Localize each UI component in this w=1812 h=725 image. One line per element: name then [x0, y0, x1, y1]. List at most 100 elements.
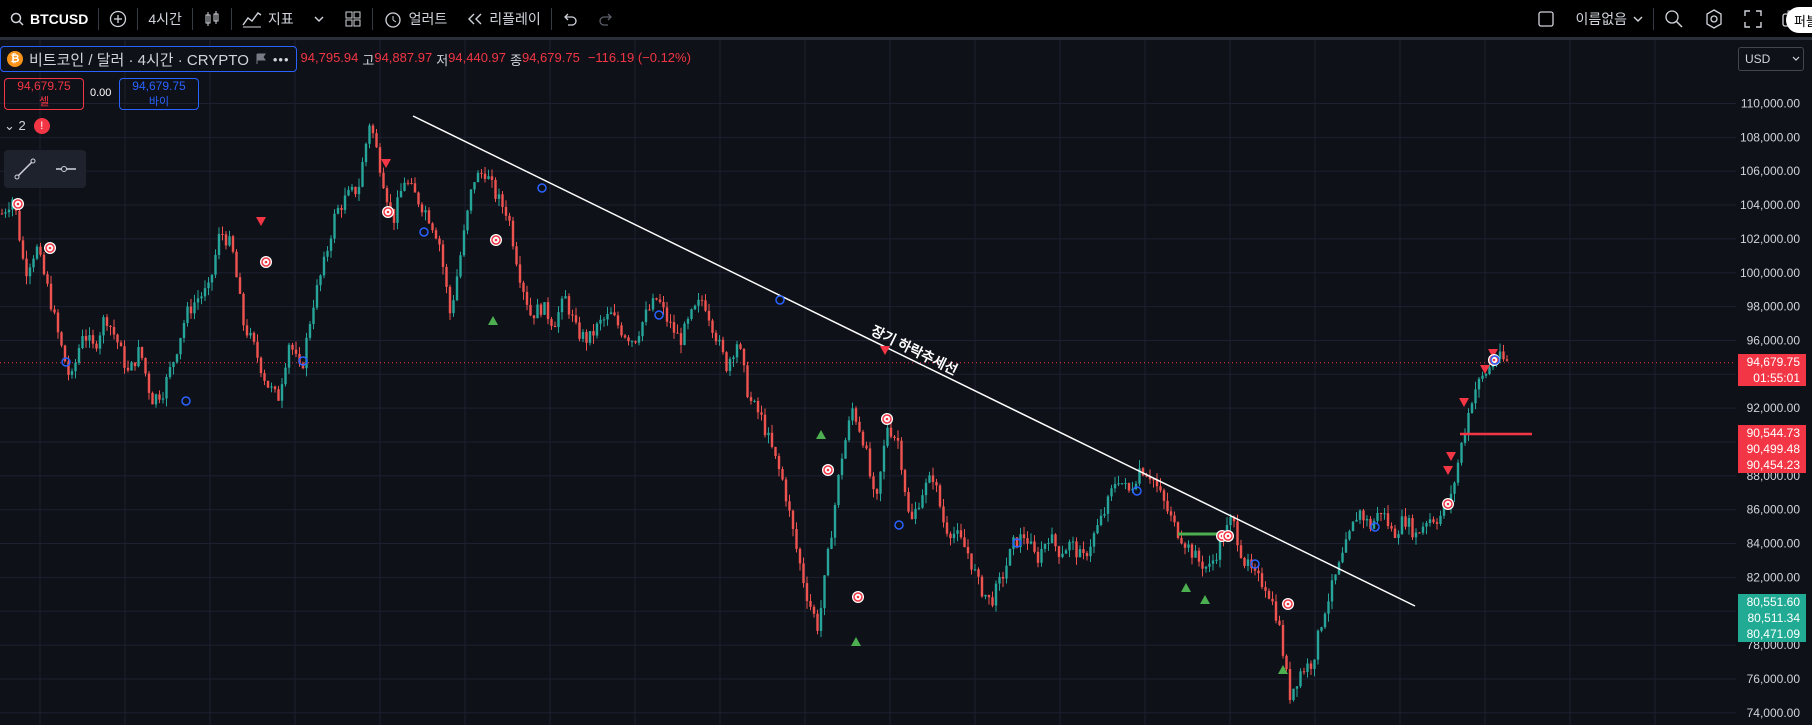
target-marker-center — [264, 260, 268, 264]
candle-body — [1278, 620, 1281, 625]
interval-button[interactable]: 4시간 — [138, 0, 192, 39]
candle-body — [1477, 378, 1481, 390]
candle-body — [466, 210, 469, 231]
candle-body — [207, 282, 210, 289]
chevron-down-icon — [314, 16, 324, 22]
compare-button[interactable] — [99, 0, 137, 39]
trendline-tool-icon[interactable] — [13, 157, 37, 181]
candlesticks — [0, 123, 1509, 704]
candle-body — [392, 208, 396, 223]
candle-body — [1484, 374, 1488, 376]
candle-body — [571, 314, 574, 316]
redo-button[interactable] — [588, 0, 624, 39]
candle-body — [931, 475, 935, 483]
candle-body — [942, 506, 945, 523]
chart-type-button[interactable] — [193, 0, 231, 39]
layout-select[interactable]: 이름없음 — [1527, 0, 1653, 39]
sell-signal-marker — [1446, 452, 1456, 461]
candle-body — [546, 302, 550, 320]
candle-body — [956, 530, 959, 534]
undo-button[interactable] — [552, 0, 588, 39]
candle-body — [238, 277, 242, 294]
candle-body — [1330, 580, 1334, 602]
symbol-search[interactable]: BTCUSD — [0, 0, 98, 39]
drawing-tools-panel — [4, 150, 86, 188]
alert-button[interactable]: 얼러트 — [373, 0, 458, 39]
flag-icon[interactable] — [255, 53, 267, 65]
candle-body — [224, 234, 228, 246]
candle-body — [700, 299, 704, 301]
settings-button[interactable] — [1694, 0, 1734, 39]
indicator-menu-button[interactable] — [304, 0, 334, 39]
quick-search-button[interactable] — [1654, 0, 1694, 39]
candle-body — [1400, 516, 1404, 535]
candle-body — [564, 296, 567, 299]
candle-body — [1264, 587, 1267, 591]
layout-grid-button[interactable] — [334, 0, 372, 39]
candle-body — [798, 548, 802, 564]
chevron-down-icon — [1792, 56, 1800, 61]
indicator-collapse[interactable]: ⌄ 2 ! — [4, 118, 50, 134]
candle-body — [326, 250, 329, 257]
candle-body — [427, 210, 431, 224]
candle-body — [1215, 559, 1218, 561]
open-value: 94,795.94 — [300, 49, 359, 65]
candle-body — [116, 334, 119, 343]
candle-body — [221, 233, 224, 235]
layout-icon — [1538, 10, 1555, 27]
candle-body — [91, 335, 95, 344]
candle-body — [438, 238, 441, 245]
close-value: 94,679.75 — [521, 49, 580, 65]
candle-body — [977, 569, 980, 577]
candle-body — [1281, 624, 1285, 656]
candle-body — [896, 437, 900, 441]
candle-body — [1246, 559, 1250, 566]
candle-body — [1435, 522, 1439, 524]
candle-body — [56, 312, 60, 333]
candle-body — [35, 246, 39, 259]
buy-button[interactable]: 94,679.75 바이 — [119, 78, 199, 110]
indicators-button[interactable]: 지표 — [232, 0, 304, 39]
collapse-toggle[interactable]: ⌄ 2 — [4, 118, 26, 133]
price-axis-label: 104,000.00 — [1740, 198, 1800, 212]
candle-body — [1103, 513, 1106, 516]
currency-select[interactable]: USD — [1738, 47, 1804, 71]
candle-body — [144, 357, 147, 374]
candle-body — [1390, 525, 1393, 529]
candle-body — [53, 309, 56, 313]
warning-icon[interactable]: ! — [33, 118, 50, 134]
publish-button[interactable]: 퍼블 — [1786, 7, 1812, 33]
candle-body — [1428, 519, 1432, 524]
candle-body — [1351, 521, 1355, 532]
price-chart[interactable]: 장기 하락추세선 110,000.00 108,000.00 106,000.00 1… — [0, 40, 1812, 725]
green-level-tags: 80,551.60 80,511.34 80,471.09 — [1738, 594, 1806, 642]
horizontal-ray-tool-icon[interactable] — [54, 157, 78, 181]
candle-body — [868, 448, 872, 477]
candle-body — [875, 489, 879, 494]
red-level-3: 90,454.23 — [1746, 458, 1800, 472]
sell-button[interactable]: 94,679.75 셀 — [4, 78, 84, 110]
target-marker-center — [856, 595, 860, 599]
candle-body — [1274, 601, 1278, 621]
replay-button[interactable]: 리플레이 — [457, 0, 551, 39]
target-marker-ring — [823, 465, 833, 475]
fullscreen-button[interactable] — [1734, 0, 1772, 39]
candle-body — [217, 233, 221, 255]
candle-body — [42, 254, 46, 275]
symbol-title-box[interactable]: ₿ 비트코인 / 달러 · 4시간 · CRYPTO ••• — [0, 46, 297, 72]
target-marker-center — [1492, 358, 1496, 362]
candle-body — [732, 357, 735, 360]
target-marker-center — [1446, 502, 1450, 506]
candle-body — [158, 394, 161, 400]
candle-body — [182, 323, 186, 338]
target-marker-ring — [491, 235, 501, 245]
candle-body — [973, 569, 977, 571]
target-marker-ring — [1443, 499, 1453, 509]
candle-body — [847, 420, 851, 441]
candle-body — [606, 313, 609, 320]
candle-body — [1162, 490, 1166, 501]
candle-body — [1092, 533, 1096, 547]
candle-body — [777, 456, 781, 470]
more-icon[interactable]: ••• — [272, 51, 290, 67]
publish-label: 퍼블 — [1794, 13, 1812, 29]
